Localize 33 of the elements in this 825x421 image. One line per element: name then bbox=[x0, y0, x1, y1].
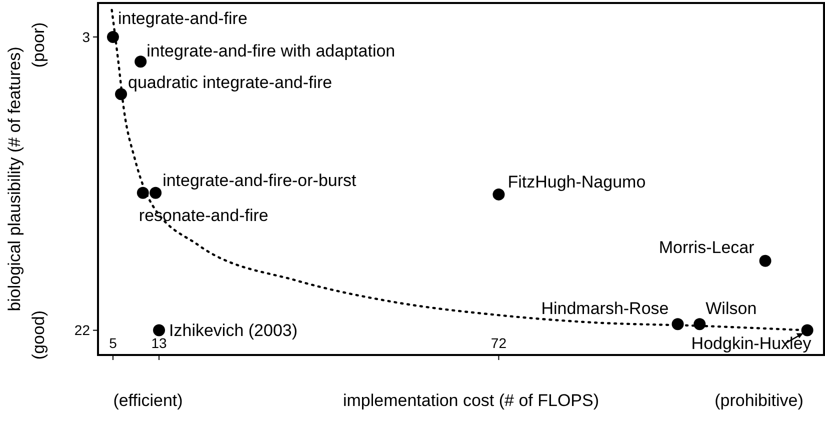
y-tick-label: 3 bbox=[82, 28, 90, 45]
text: (good) bbox=[29, 310, 48, 360]
text: (poor) bbox=[29, 22, 48, 68]
point bbox=[492, 188, 505, 200]
annotation: quadratic integrate-and-fire bbox=[128, 73, 332, 92]
point bbox=[153, 324, 166, 336]
point bbox=[801, 324, 814, 336]
x-axis-title: implementation cost (# of FLOPS) bbox=[342, 391, 600, 410]
y-tick-label: 22 bbox=[74, 322, 90, 338]
point bbox=[106, 30, 119, 43]
point bbox=[134, 56, 147, 68]
y-axis-title: biological plausibility (# of features) bbox=[5, 46, 24, 312]
point bbox=[115, 88, 128, 100]
annotation: Hindmarsh-Rose bbox=[541, 299, 669, 318]
point bbox=[694, 318, 706, 330]
annotation: integrate-and-fire bbox=[118, 8, 248, 28]
annotation: Izhikevich (2003) bbox=[169, 321, 298, 340]
annotation: Hodgkin-Huxley bbox=[691, 334, 812, 354]
x-tick-label: 72 bbox=[490, 335, 507, 351]
annotation: FitzHugh-Nagumo bbox=[508, 172, 646, 192]
annotation: Wilson bbox=[706, 299, 757, 318]
annotation: integrate-and-fire-or-burst bbox=[162, 170, 357, 190]
point bbox=[759, 254, 772, 267]
annotation: resonate-and-fire bbox=[138, 206, 268, 225]
annotation: integrate-and-fire with adaptation bbox=[146, 42, 396, 61]
text: (efficient) bbox=[113, 391, 183, 410]
point bbox=[136, 186, 149, 199]
x-tick-label: 13 bbox=[151, 335, 168, 351]
annotation: Morris-Lecar bbox=[658, 238, 755, 257]
point bbox=[672, 318, 684, 330]
text: (prohibitive) bbox=[714, 391, 804, 410]
x-tick-label: 5 bbox=[109, 335, 118, 351]
point bbox=[150, 186, 162, 199]
